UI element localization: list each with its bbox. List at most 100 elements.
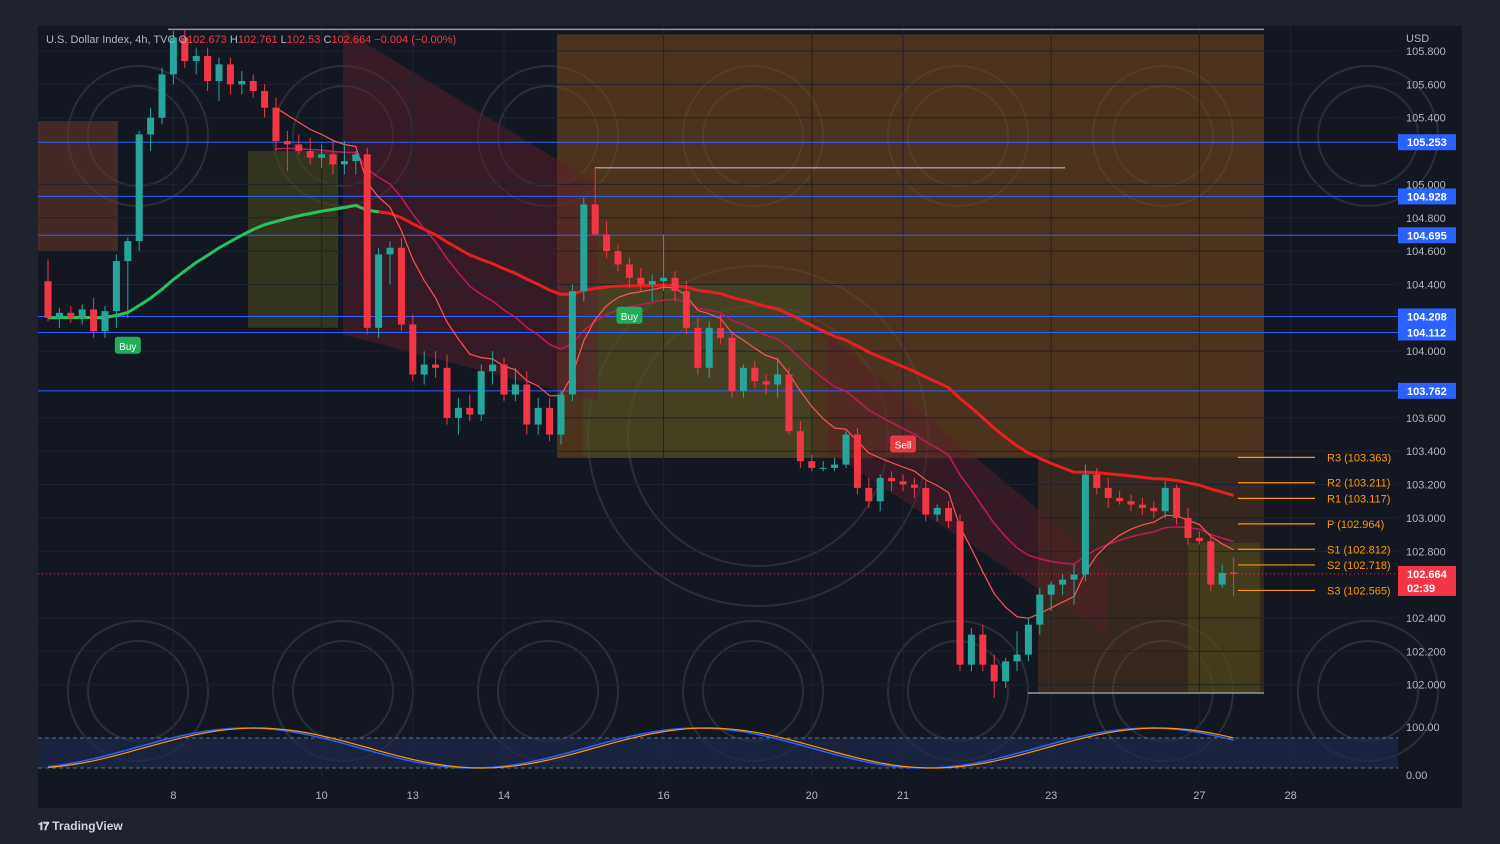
candle-body[interactable] [637, 277, 645, 285]
candle-body[interactable] [192, 56, 200, 62]
candle-body[interactable] [785, 374, 793, 432]
candle-body[interactable] [386, 247, 394, 255]
tradingview-logo[interactable]: 𝟏𝟕 TradingView [38, 819, 123, 834]
candle-body[interactable] [819, 467, 827, 469]
candle-body[interactable] [888, 477, 896, 482]
candle-body[interactable] [511, 384, 519, 395]
candle-body[interactable] [466, 407, 474, 415]
candle-body[interactable] [1218, 572, 1226, 585]
candle-body[interactable] [1093, 474, 1101, 488]
candle-body[interactable] [1059, 579, 1067, 585]
candle-body[interactable] [682, 291, 690, 328]
candle-body[interactable] [181, 37, 189, 62]
candle-body[interactable] [808, 461, 816, 468]
candle-body[interactable] [1047, 584, 1055, 595]
candle-body[interactable] [1207, 541, 1215, 585]
candle-body[interactable] [1184, 517, 1192, 538]
candle-body[interactable] [922, 487, 930, 515]
candle-body[interactable] [717, 327, 725, 338]
candle-body[interactable] [557, 394, 565, 435]
candle-body[interactable] [454, 407, 462, 418]
candle-body[interactable] [796, 431, 804, 462]
candle-body[interactable] [546, 407, 554, 435]
candle-body[interactable] [409, 324, 417, 375]
candle-body[interactable] [933, 507, 941, 515]
candle-body[interactable] [67, 312, 75, 318]
candle-body[interactable] [568, 291, 576, 395]
candle-body[interactable] [876, 477, 884, 502]
candle-layer[interactable] [44, 29, 1238, 698]
candle-body[interactable] [249, 81, 257, 92]
candle-body[interactable] [1195, 537, 1203, 542]
candle-body[interactable] [215, 64, 223, 82]
candle-body[interactable] [1104, 487, 1112, 498]
candle-body[interactable] [352, 154, 360, 162]
candle-body[interactable] [603, 234, 611, 252]
candle-body[interactable] [1150, 507, 1158, 512]
candle-body[interactable] [1013, 654, 1021, 662]
candle-body[interactable] [967, 634, 975, 665]
candle-body[interactable] [1116, 497, 1124, 502]
candle-body[interactable] [477, 371, 485, 415]
candle-body[interactable] [238, 81, 246, 85]
candle-body[interactable] [831, 464, 839, 468]
candle-body[interactable] [443, 367, 451, 418]
candle-body[interactable] [979, 634, 987, 665]
candle-body[interactable] [135, 134, 143, 242]
candle-body[interactable] [1036, 594, 1044, 625]
candle-body[interactable] [842, 434, 850, 465]
candle-body[interactable] [375, 254, 383, 328]
candle-body[interactable] [1002, 661, 1010, 682]
candle-body[interactable] [899, 481, 907, 485]
candle-body[interactable] [90, 309, 98, 332]
candle-body[interactable] [272, 107, 280, 142]
candle-body[interactable] [112, 261, 120, 312]
candle-body[interactable] [397, 247, 405, 325]
candle-body[interactable] [147, 117, 155, 135]
candle-body[interactable] [625, 264, 633, 278]
candle-body[interactable] [956, 521, 964, 665]
candle-body[interactable] [945, 507, 953, 522]
candle-body[interactable] [591, 204, 599, 235]
candle-body[interactable] [1230, 572, 1238, 574]
chart-frame[interactable]: R3 (103.363) R2 (103.211) R1 (103.117) P (1… [38, 26, 1462, 808]
candle-body[interactable] [55, 312, 63, 318]
candle-body[interactable] [226, 64, 234, 85]
candle-body[interactable] [261, 91, 269, 108]
candle-body[interactable] [204, 56, 212, 82]
candle-body[interactable] [910, 484, 918, 488]
candle-body[interactable] [318, 154, 326, 158]
candle-body[interactable] [44, 281, 52, 318]
candle-body[interactable] [306, 151, 314, 158]
candle-body[interactable] [283, 141, 291, 145]
candle-body[interactable] [853, 434, 861, 488]
candle-body[interactable] [420, 364, 428, 375]
candle-body[interactable] [1081, 474, 1089, 575]
candle-body[interactable] [500, 364, 508, 395]
price-axis[interactable]: 102.000 102.200 102.400 102.800 103.000 103.2… [1406, 46, 1446, 692]
candle-body[interactable] [648, 281, 656, 285]
candle-body[interactable] [705, 327, 713, 368]
candle-body[interactable] [990, 664, 998, 682]
candle-body[interactable] [774, 374, 782, 385]
candle-body[interactable] [1024, 624, 1032, 655]
candle-body[interactable] [169, 37, 177, 75]
candle-body[interactable] [432, 364, 440, 368]
candle-body[interactable] [124, 241, 132, 262]
candle-body[interactable] [865, 487, 873, 502]
candle-body[interactable] [534, 407, 542, 425]
candle-body[interactable] [1070, 574, 1078, 580]
candle-body[interactable] [694, 327, 702, 368]
candle-body[interactable] [363, 154, 371, 328]
time-axis[interactable]: 8 10 13 14 16 20 21 23 27 28 [170, 790, 1296, 802]
candle-body[interactable] [78, 309, 86, 318]
candle-body[interactable] [671, 277, 679, 292]
candle-body[interactable] [1161, 487, 1169, 512]
candle-body[interactable] [1173, 487, 1181, 518]
candle-body[interactable] [329, 154, 337, 165]
candle-body[interactable] [1127, 501, 1135, 505]
candle-body[interactable] [101, 311, 109, 332]
candle-body[interactable] [158, 74, 166, 118]
candle-body[interactable] [751, 367, 759, 382]
candle-body[interactable] [614, 251, 622, 265]
